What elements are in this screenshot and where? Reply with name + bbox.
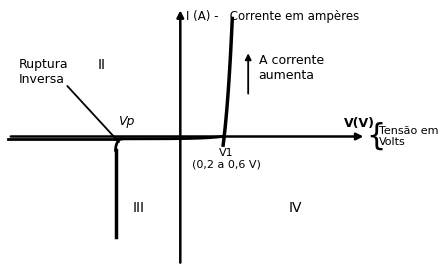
Text: Tensão em
Volts: Tensão em Volts	[379, 126, 438, 147]
Text: Ruptura
Inversa: Ruptura Inversa	[19, 58, 68, 86]
Text: I (A) -   Corrente em ampères: I (A) - Corrente em ampères	[186, 10, 359, 23]
Text: Vp: Vp	[118, 115, 134, 128]
Text: V(V): V(V)	[344, 117, 375, 130]
Text: II: II	[98, 58, 106, 72]
Text: IV: IV	[288, 201, 302, 215]
Text: III: III	[133, 201, 145, 215]
Text: A corrente
aumenta: A corrente aumenta	[258, 54, 324, 82]
Text: V1
(0,2 a 0,6 V): V1 (0,2 a 0,6 V)	[192, 148, 261, 170]
Text: {: {	[366, 122, 385, 151]
